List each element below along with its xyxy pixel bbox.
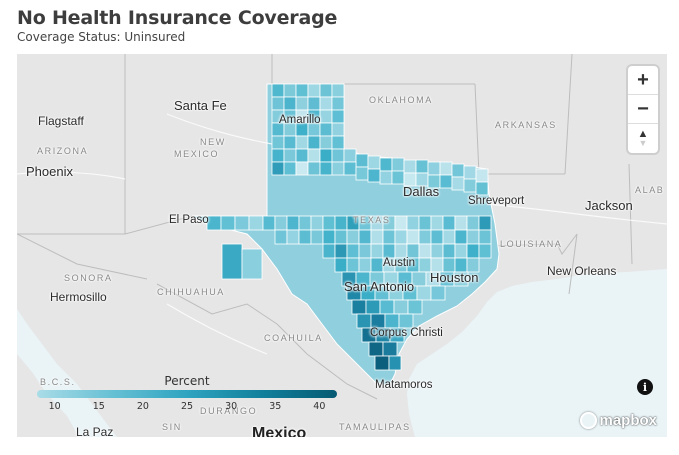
compass-south-icon: ▼ [638,137,648,148]
header: No Health Insurance Coverage Coverage St… [17,6,337,44]
label-tamaulipas: TAMAULIPAS [339,422,411,432]
borders [17,54,633,400]
label-sonora: SONORA [64,273,113,283]
compass-button[interactable]: ▲ ▼ [628,124,658,153]
label-coahuila: COAHUILA [264,333,323,343]
mapbox-attribution[interactable]: mapbox [580,412,657,429]
label-jackson: Jackson [585,198,633,213]
label-new-orleans: New Orleans [547,264,617,278]
mapbox-logo-icon [580,412,598,429]
page-subtitle: Coverage Status: Uninsured [17,30,186,44]
info-icon[interactable]: i [637,379,653,395]
label-oklahoma: OKLAHOMA [369,95,433,105]
label-corpus-christi: Corpus Christi [370,327,443,339]
label-matamoros: Matamoros [375,379,433,391]
gulf-water [407,269,667,437]
label-shreveport: Shreveport [468,195,525,207]
label-san-antonio: San Antonio [344,279,415,294]
label-arizona: ARIZONA [37,146,89,156]
label-chihuahua: CHIHUAHUA [157,287,225,297]
label-new-mexico: MEXICO [174,149,220,159]
legend-tick-label: 25 [180,401,194,412]
legend-gradient-bar [37,390,337,398]
label-alab: ALAB [635,185,665,195]
legend: Percent 10 15 20 25 30 35 40 [37,374,337,415]
legend-tick-label: 15 [92,401,105,412]
roads [17,113,667,355]
label-santa-fe: Santa Fe [174,98,227,113]
label-louisiana: LOUISIANA [500,239,563,249]
page-title: No Health Insurance Coverage [17,7,338,29]
label-phoenix: Phoenix [26,164,73,179]
legend-tick-label: 10 [48,401,61,412]
legend-tick-label: 20 [136,401,149,412]
zoom-out-button[interactable]: − [628,95,658,124]
label-durango: DURANGO [200,406,258,416]
legend-tick-label: 35 [269,401,282,412]
label-hermosillo: Hermosillo [50,290,107,304]
label-new: NEW [200,137,226,147]
legend-title: Percent [164,374,210,388]
label-austin: Austin [383,257,415,269]
legend-tick-label: 30 [225,401,238,412]
label-texas: TEXAS [353,215,391,225]
compass-icon: ▲ [637,127,649,140]
label-el-paso: El Paso [169,214,209,226]
zoom-in-button[interactable]: + [628,66,658,95]
label-la-paz: La Paz [76,425,114,437]
label-amarillo: Amarillo [279,114,321,126]
label-flagstaff: Flagstaff [38,114,84,128]
map-canvas[interactable]: Santa Fe Flagstaff ARIZONA NEW MEXICO Ph… [17,54,667,437]
legend-tick-label: 40 [313,401,326,412]
label-sin: SIN [162,422,182,432]
label-dallas: Dallas [403,184,440,199]
label-arkansas: ARKANSAS [495,120,557,130]
label-mexico-country: Mexico [252,425,307,437]
label-houston: Houston [430,270,479,285]
label-bcs: B.C.S. [40,377,76,387]
zoom-controls: + − ▲ ▼ [628,66,658,153]
mapbox-wordmark: mapbox [599,412,657,429]
county-fills [206,83,492,371]
legend-ticks: 10 15 20 25 30 35 40 [37,401,337,415]
map-basemap [17,54,667,437]
